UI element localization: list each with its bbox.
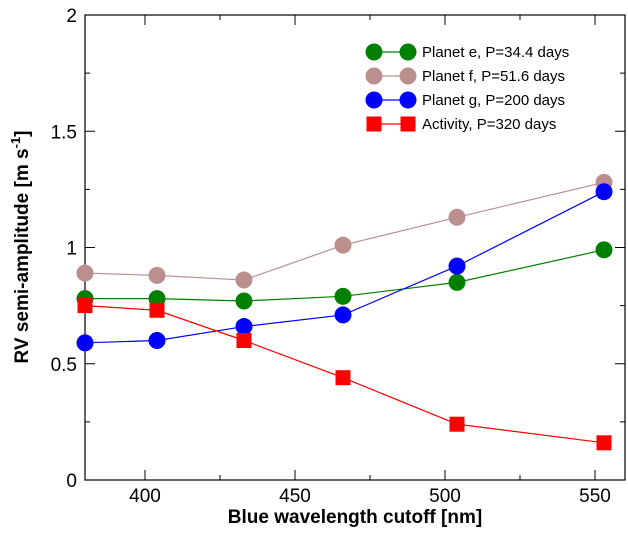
data-point [595,241,613,259]
y-axis-title-end: ] [12,131,33,137]
data-point [148,332,166,349]
y-axis-title: RV semi-amplitude [m s-1] [8,131,33,364]
legend-label: Planet f, P=51.6 days [422,68,565,85]
legend-marker [365,67,383,85]
x-tick-label: 400 [129,486,161,507]
legend-marker [365,91,383,109]
y-tick-label: 1 [66,239,77,260]
legend-entry: Activity, P=320 days [366,116,556,133]
data-point [448,273,466,291]
data-point [235,318,253,336]
series-line [85,249,605,302]
legend-marker [399,67,417,85]
data-point [595,183,613,201]
data-point [334,287,352,305]
data-point [148,266,166,284]
series [77,298,612,451]
legend-marker [400,116,416,132]
legend-entry: Planet e, P=34.4 days [365,43,569,61]
x-tick-label: 550 [579,486,611,507]
legend-entry: Planet f, P=51.6 days [365,67,565,85]
series-line [84,191,605,344]
data-point [334,306,352,324]
axis-ticks: 400 450 500 550 0 0.5 1 1.5 2 [51,6,625,507]
data-point [76,264,94,282]
y-tick-label: 0.5 [51,355,77,376]
svg-text:RV semi-amplitude [m s-1]: RV semi-amplitude [m s-1] [8,131,33,364]
legend-marker [365,43,383,61]
data-point [235,271,253,289]
data-point [77,298,93,314]
series [76,183,613,352]
legend-marker [399,43,417,61]
legend-marker [366,116,382,132]
series-layer [76,173,613,451]
y-tick-label: 0 [66,471,77,492]
data-point [335,370,351,386]
series-line [84,181,605,281]
y-tick-label: 1.5 [51,122,77,143]
legend: Planet e, P=34.4 days Planet f, P=51.6 da… [365,43,569,133]
legend-label: Planet g, P=200 days [422,92,565,109]
data-point [76,334,94,352]
data-point [149,302,165,318]
data-point [236,333,252,348]
legend-marker [399,91,417,109]
series [76,173,613,289]
legend-entry: Planet g, P=200 days [365,91,565,109]
data-point [334,236,352,254]
legend-label: Planet e, P=34.4 days [422,44,569,61]
y-tick-label: 2 [66,6,77,27]
data-point [448,257,466,275]
data-point [449,416,465,432]
series-line [84,305,605,444]
data-point [596,435,612,451]
y-axis-title-main: RV semi-amplitude [m s [12,148,33,363]
x-axis-title: Blue wavelength cutoff [nm] [228,507,482,528]
x-tick-label: 450 [279,486,311,507]
y-axis-title-sup: -1 [8,137,23,149]
data-point [448,208,466,226]
x-tick-label: 500 [429,486,461,507]
data-point [235,292,253,310]
legend-label: Activity, P=320 days [422,116,556,133]
